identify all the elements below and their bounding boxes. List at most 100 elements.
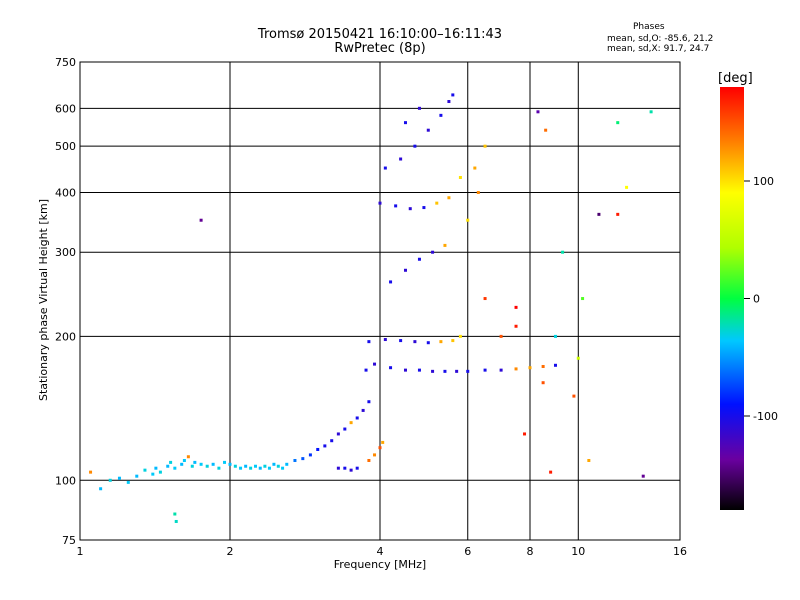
data-point bbox=[253, 464, 257, 468]
data-point bbox=[399, 339, 403, 343]
data-point bbox=[285, 462, 289, 466]
grid-lines bbox=[79, 61, 681, 541]
data-point bbox=[154, 466, 158, 470]
data-point bbox=[383, 166, 387, 170]
data-point bbox=[528, 366, 532, 370]
data-point bbox=[349, 468, 353, 472]
data-point bbox=[182, 458, 186, 462]
data-point bbox=[361, 408, 365, 412]
phase-stats-o-mode: mean, sd,O: -85.6, 21.2 bbox=[607, 34, 714, 44]
data-point bbox=[625, 185, 629, 189]
data-point bbox=[151, 472, 155, 476]
data-point bbox=[426, 341, 430, 345]
data-point bbox=[447, 100, 451, 104]
x-tick-label: 1 bbox=[77, 545, 84, 558]
data-point bbox=[443, 369, 447, 373]
data-point bbox=[561, 250, 565, 254]
data-point bbox=[143, 468, 147, 472]
data-point bbox=[135, 474, 139, 478]
data-point bbox=[435, 201, 439, 205]
data-point bbox=[267, 466, 271, 470]
data-point bbox=[413, 144, 417, 148]
x-tick-label: 16 bbox=[673, 545, 687, 558]
data-point bbox=[316, 447, 320, 451]
data-point bbox=[466, 218, 470, 222]
data-point bbox=[173, 512, 177, 516]
data-point bbox=[417, 106, 421, 110]
data-point bbox=[343, 427, 347, 431]
data-point bbox=[180, 462, 184, 466]
colorbar-tick-label: 100 bbox=[753, 175, 774, 188]
data-point bbox=[514, 324, 518, 328]
data-point bbox=[549, 470, 553, 474]
data-point bbox=[597, 212, 601, 216]
data-point bbox=[641, 474, 645, 478]
data-point bbox=[476, 190, 480, 194]
data-point bbox=[413, 340, 417, 344]
data-point bbox=[355, 416, 359, 420]
data-point bbox=[649, 110, 653, 114]
x-tick-label: 2 bbox=[227, 545, 234, 558]
data-point bbox=[336, 432, 340, 436]
data-point bbox=[336, 466, 340, 470]
data-point bbox=[616, 121, 620, 125]
data-point bbox=[514, 367, 518, 371]
data-points bbox=[89, 93, 653, 523]
data-point bbox=[169, 460, 173, 464]
data-point bbox=[466, 369, 470, 373]
data-point bbox=[581, 297, 585, 301]
data-point bbox=[431, 250, 435, 254]
x-tick-label: 6 bbox=[464, 545, 471, 558]
data-point bbox=[587, 458, 591, 462]
data-point bbox=[190, 464, 194, 468]
data-point bbox=[258, 466, 262, 470]
data-point bbox=[367, 458, 371, 462]
data-point bbox=[174, 519, 178, 523]
data-point bbox=[223, 460, 227, 464]
x-tick-labels: 1 2 4 6 8 10 16 bbox=[77, 545, 688, 558]
data-point bbox=[458, 334, 462, 338]
x-tick-label: 4 bbox=[377, 545, 384, 558]
plot-frame bbox=[79, 61, 681, 541]
data-point bbox=[323, 444, 327, 448]
data-point bbox=[399, 157, 403, 161]
y-tick-label: 500 bbox=[55, 140, 76, 153]
data-point bbox=[483, 368, 487, 372]
data-point bbox=[536, 110, 540, 114]
data-point bbox=[431, 369, 435, 373]
y-axis-label: Stationary phase Virtual Height [km] bbox=[37, 199, 50, 401]
data-point bbox=[89, 470, 93, 474]
data-point bbox=[422, 206, 426, 210]
data-point bbox=[272, 462, 276, 466]
data-point bbox=[186, 455, 190, 459]
data-point bbox=[249, 466, 253, 470]
data-point bbox=[217, 466, 221, 470]
data-point bbox=[367, 400, 371, 404]
data-point bbox=[330, 439, 334, 443]
data-point bbox=[451, 339, 455, 343]
colorbar-tick-label: -100 bbox=[753, 410, 778, 423]
data-point bbox=[408, 207, 412, 211]
data-point bbox=[403, 368, 407, 372]
data-point bbox=[439, 113, 443, 117]
data-point bbox=[378, 201, 382, 205]
data-point bbox=[458, 175, 462, 179]
data-point bbox=[447, 196, 451, 200]
data-point bbox=[394, 204, 398, 208]
data-point bbox=[403, 121, 407, 125]
y-tick-labels: 75 100 200 300 400 500 600 750 bbox=[55, 56, 76, 547]
data-point bbox=[193, 460, 197, 464]
data-point bbox=[523, 432, 527, 436]
y-tick-label: 75 bbox=[62, 534, 76, 547]
y-tick-label: 750 bbox=[55, 56, 76, 69]
data-point bbox=[205, 464, 209, 468]
y-tick-label: 100 bbox=[55, 474, 76, 487]
data-point bbox=[383, 338, 387, 342]
data-point bbox=[355, 466, 359, 470]
data-point bbox=[158, 470, 162, 474]
data-point bbox=[99, 487, 103, 491]
data-point bbox=[228, 462, 232, 466]
phase-stats-heading: Phases bbox=[633, 22, 665, 32]
data-point bbox=[544, 128, 548, 132]
data-point bbox=[389, 366, 393, 370]
